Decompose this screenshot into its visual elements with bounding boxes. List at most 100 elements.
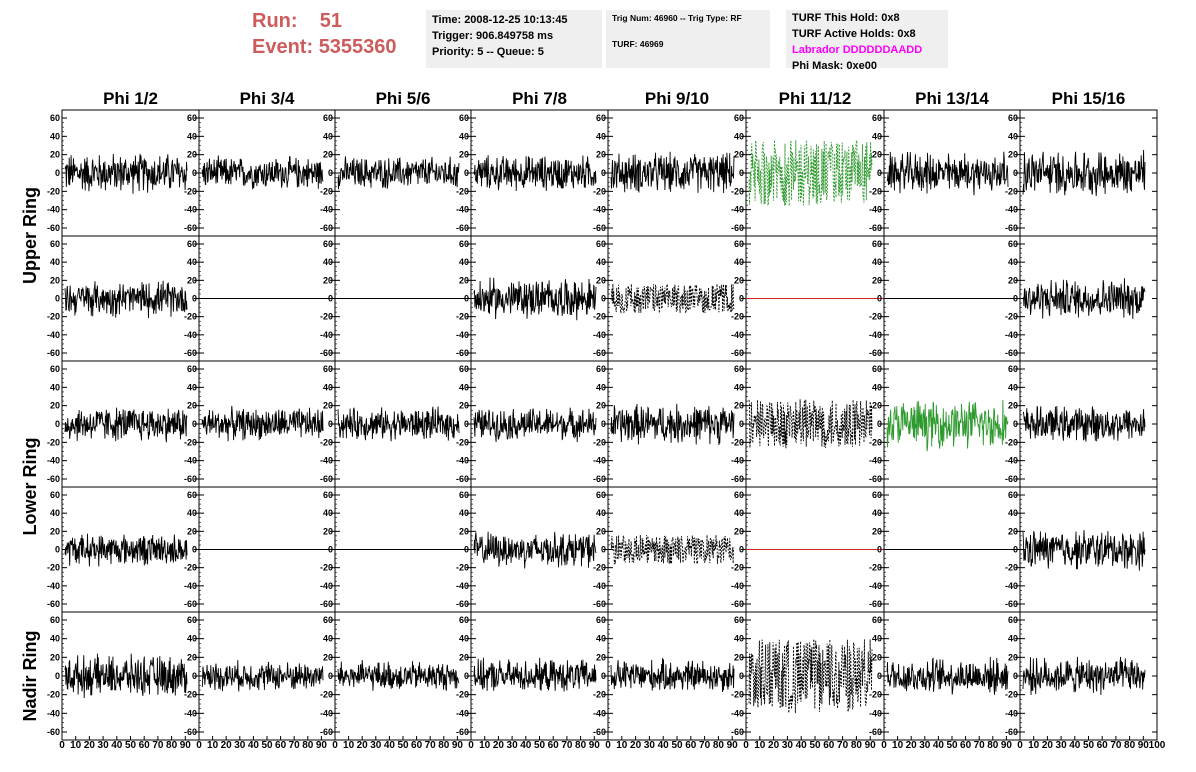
turf-active-holds-text: TURF Active Holds: 0x8: [792, 28, 916, 40]
y-tick-label: 60: [50, 364, 60, 374]
x-tick-label: 10: [479, 740, 491, 751]
y-tick-label: -20: [47, 437, 60, 447]
y-tick-label: 0: [328, 545, 333, 555]
y-tick-label: 40: [323, 508, 333, 518]
x-tick-label: 30: [782, 740, 794, 751]
y-tick-label: 20: [459, 526, 469, 536]
y-tick-label: -60: [731, 474, 744, 484]
y-tick-label: 0: [1013, 671, 1018, 681]
y-tick-label: -60: [320, 223, 333, 233]
y-tick-label: 40: [187, 257, 197, 267]
y-tick-label: 40: [1008, 508, 1018, 518]
y-tick-label: 60: [459, 615, 469, 625]
y-tick-label: 0: [601, 294, 606, 304]
y-tick-label: 40: [323, 131, 333, 141]
column-header: Phi 15/16: [1052, 89, 1126, 108]
y-tick-label: -20: [593, 186, 606, 196]
column-header: Phi 1/2: [103, 89, 158, 108]
y-tick-label: 0: [739, 419, 744, 429]
y-tick-label: -40: [593, 456, 606, 466]
y-tick-label: -40: [869, 330, 882, 340]
y-tick-label: 40: [734, 508, 744, 518]
waveform-trace: [473, 407, 597, 443]
waveform-trace: [886, 399, 1009, 452]
waveform-trace: [64, 533, 188, 567]
y-tick-label: 0: [464, 168, 469, 178]
y-tick-label: 60: [1008, 239, 1018, 249]
x-tick-label: 0: [605, 740, 611, 751]
y-tick-label: 0: [55, 168, 60, 178]
x-tick-label: 50: [809, 740, 821, 751]
run-event-block: Run: 51 Event: 5355360: [252, 8, 397, 60]
y-tick-label: -40: [869, 205, 882, 215]
y-tick-label: 0: [1013, 168, 1018, 178]
y-tick-label: -40: [456, 205, 469, 215]
x-tick-label: 40: [384, 740, 396, 751]
y-tick-label: 60: [596, 615, 606, 625]
y-tick-label: -40: [731, 205, 744, 215]
x-tick-label: 80: [987, 740, 999, 751]
y-tick-label: 0: [192, 419, 197, 429]
event-label: Event:: [252, 36, 314, 58]
y-tick-label: 20: [596, 401, 606, 411]
column-header: Phi 3/4: [240, 89, 295, 108]
phi-mask-text: Phi Mask: 0xe00: [792, 60, 877, 72]
y-tick-label: -20: [184, 563, 197, 573]
y-tick-label: -60: [1005, 599, 1018, 609]
y-tick-label: -20: [1005, 563, 1018, 573]
labrador-text: Labrador DDDDDDAADD: [792, 44, 923, 56]
y-tick-label: -20: [731, 186, 744, 196]
y-tick-label: 20: [734, 652, 744, 662]
y-tick-label: 60: [459, 239, 469, 249]
y-tick-label: -60: [731, 727, 744, 737]
x-tick-label: 80: [575, 740, 587, 751]
x-tick-label: 70: [837, 740, 849, 751]
y-tick-label: 0: [464, 294, 469, 304]
y-tick-label: -60: [869, 727, 882, 737]
y-tick-label: 20: [323, 526, 333, 536]
y-tick-label: 20: [872, 526, 882, 536]
y-tick-label: 0: [739, 545, 744, 555]
y-tick-label: 20: [50, 275, 60, 285]
x-tick-label: 10: [616, 740, 628, 751]
y-tick-label: 60: [734, 239, 744, 249]
y-tick-label: -20: [47, 312, 60, 322]
y-tick-label: -20: [320, 312, 333, 322]
y-tick-label: 40: [1008, 382, 1018, 392]
y-tick-label: -20: [184, 437, 197, 447]
y-tick-label: 0: [601, 545, 606, 555]
y-tick-label: -40: [184, 330, 197, 340]
x-tick-label: 0: [743, 740, 749, 751]
x-tick-label: 80: [438, 740, 450, 751]
y-tick-label: 60: [459, 490, 469, 500]
y-tick-label: -60: [869, 348, 882, 358]
waveform-trace: [473, 657, 597, 692]
y-tick-label: -20: [1005, 437, 1018, 447]
y-tick-label: -40: [47, 581, 60, 591]
y-tick-label: -40: [1005, 205, 1018, 215]
x-tick-label: 10: [343, 740, 355, 751]
y-tick-label: -20: [320, 690, 333, 700]
x-tick-label: 60: [685, 740, 697, 751]
waveform-trace: [337, 156, 460, 190]
y-tick-label: 20: [459, 275, 469, 285]
y-tick-label: 60: [50, 113, 60, 123]
x-tick-label: 90: [1001, 740, 1013, 751]
x-tick-label: 80: [713, 740, 725, 751]
waveform-trace: [201, 155, 324, 190]
time-text: Time: 2008-12-25 10:13:45: [432, 14, 568, 26]
y-tick-label: 60: [323, 490, 333, 500]
y-tick-label: 60: [1008, 490, 1018, 500]
waveform-trace: [473, 531, 597, 569]
y-tick-label: -20: [593, 437, 606, 447]
x-tick-label: 0: [332, 740, 338, 751]
row-label: Lower Ring: [20, 438, 40, 536]
y-tick-label: -40: [731, 581, 744, 591]
x-tick-label: 70: [699, 740, 711, 751]
y-tick-label: 0: [1013, 545, 1018, 555]
y-tick-label: -20: [320, 186, 333, 196]
x-tick-label: 30: [644, 740, 656, 751]
y-tick-label: 20: [459, 652, 469, 662]
y-tick-label: 60: [734, 490, 744, 500]
y-tick-label: 20: [872, 401, 882, 411]
